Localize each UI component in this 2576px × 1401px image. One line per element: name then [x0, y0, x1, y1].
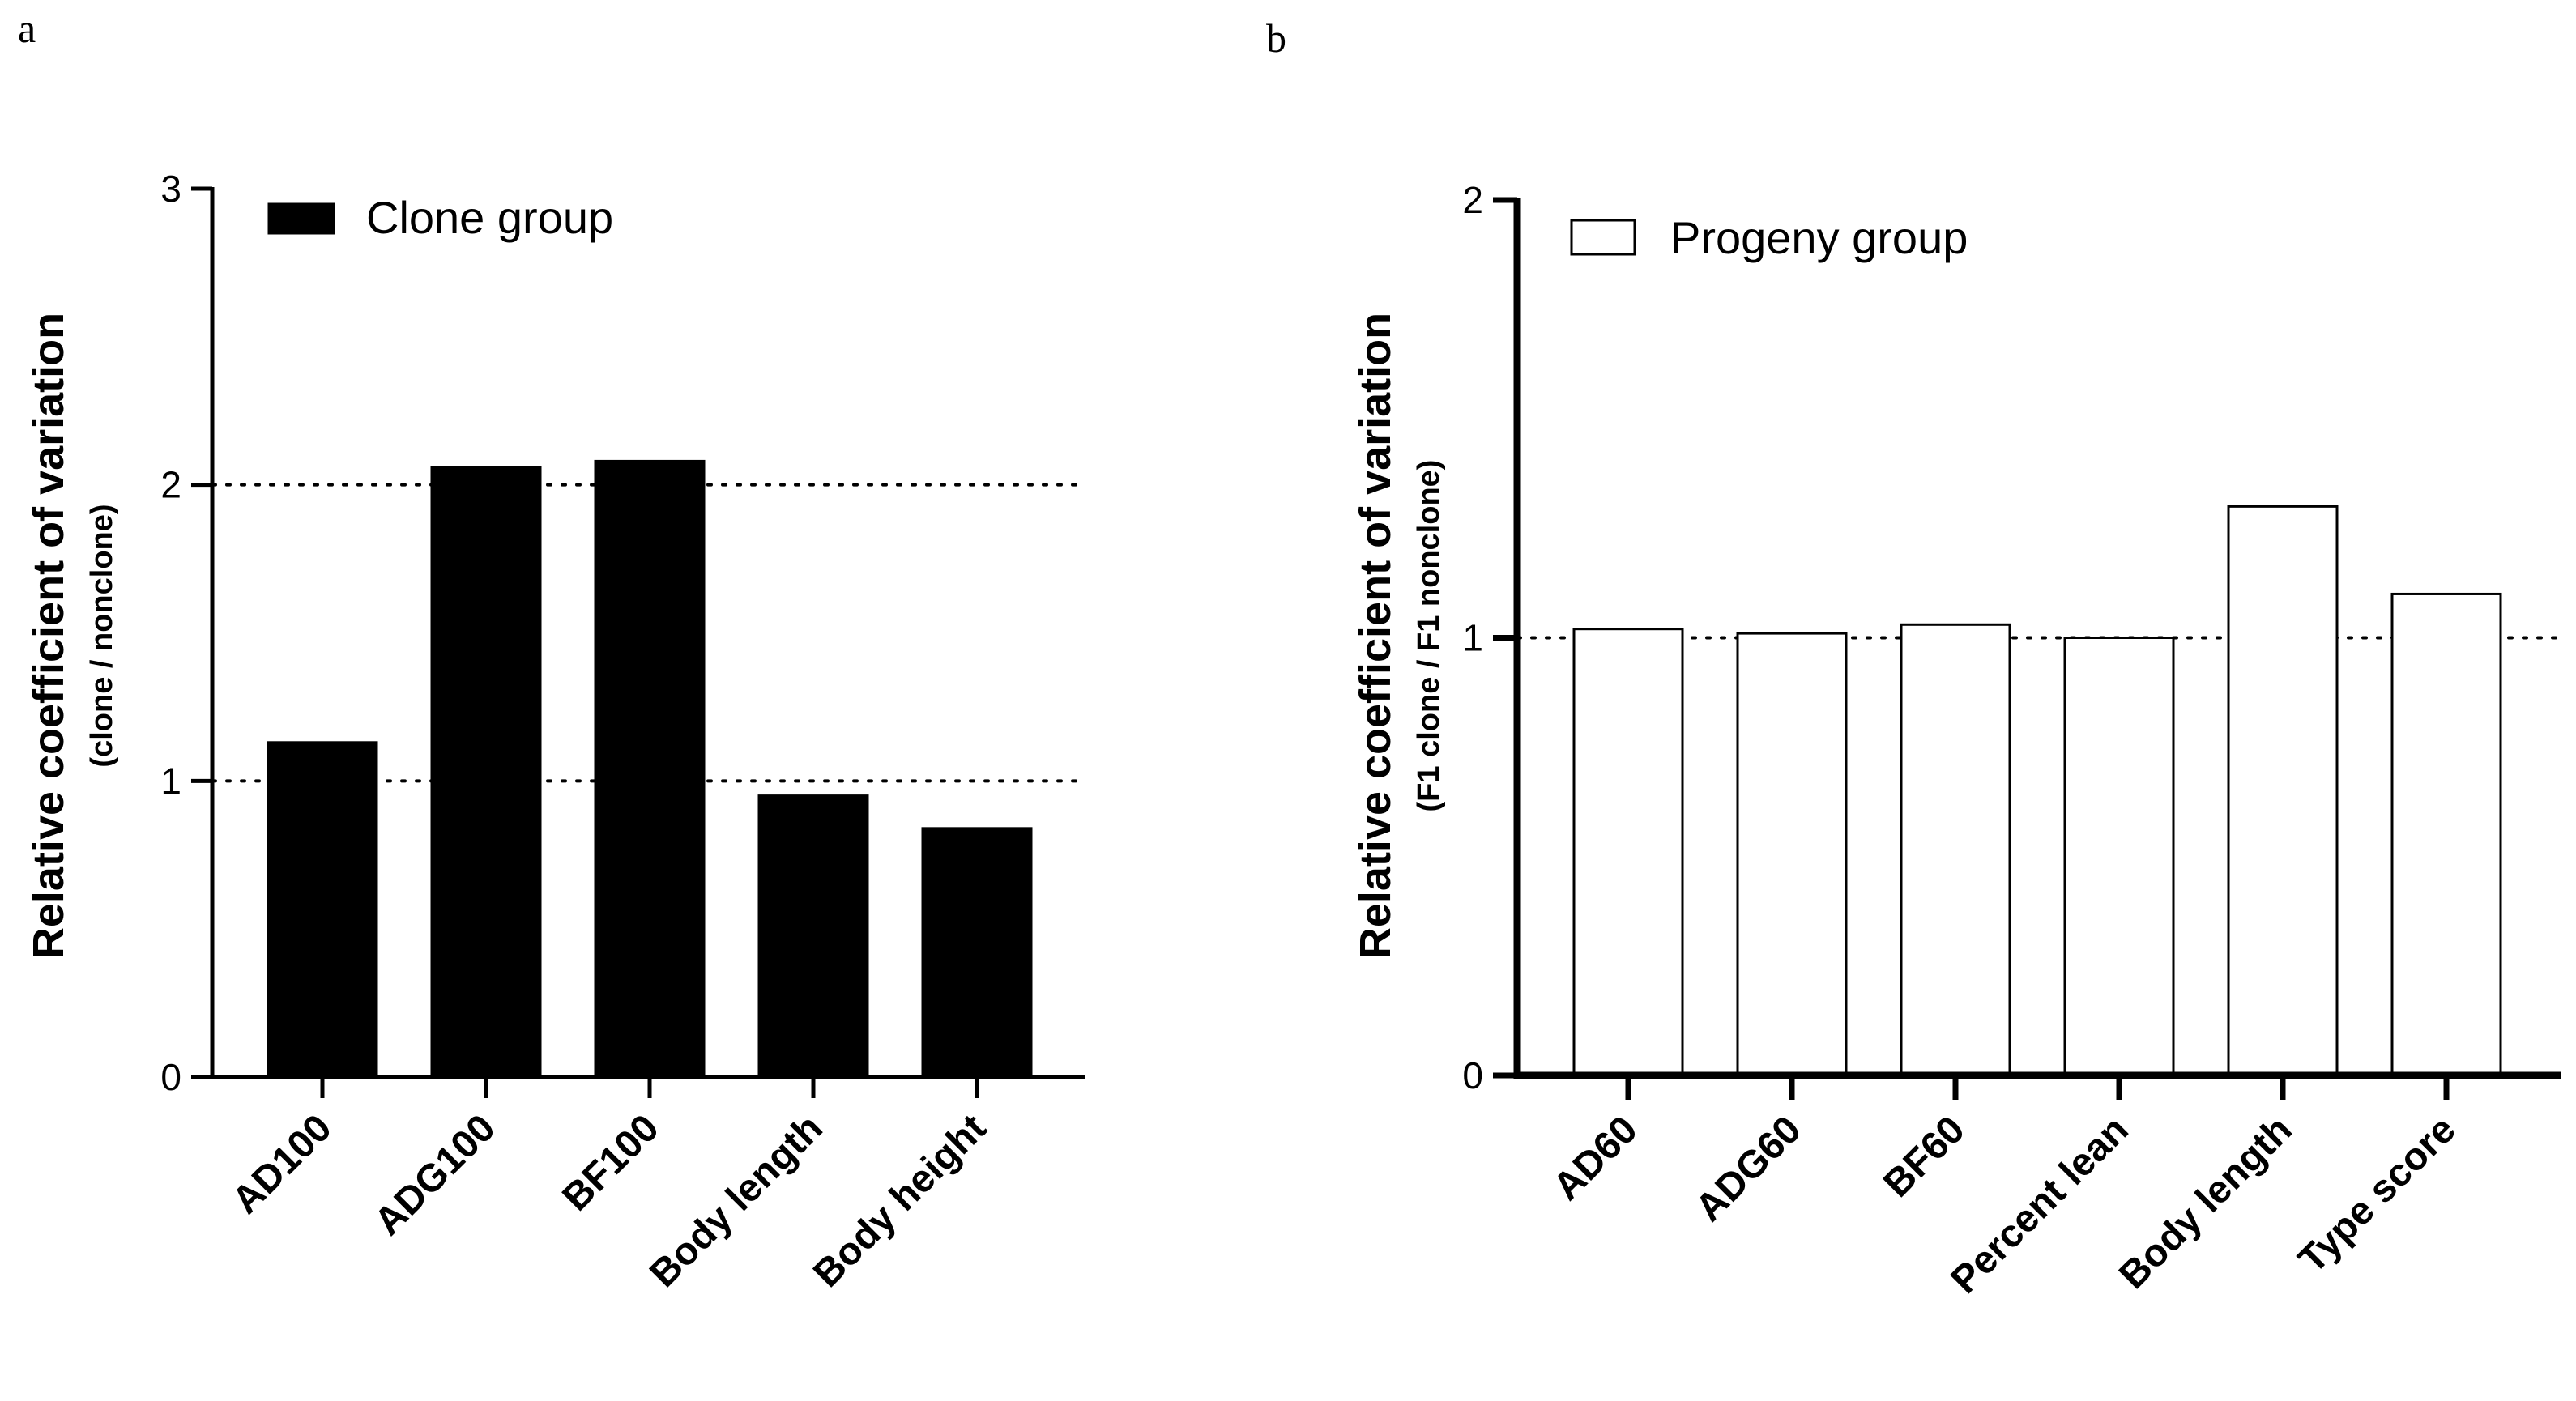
x-tick-label: Type score	[2291, 1108, 2464, 1281]
legend-label: Clone group	[366, 192, 613, 243]
x-tick-label: Body length	[642, 1106, 831, 1296]
bar	[2063, 637, 2175, 1077]
bar	[267, 741, 378, 1079]
x-tick-label: Body length	[2111, 1108, 2301, 1297]
y-tick-label: 2	[1462, 179, 1483, 221]
y-axis-title: Relative coefficient of variation	[1351, 313, 1400, 959]
x-tick-label: ADG60	[1687, 1108, 1810, 1230]
bar	[1736, 632, 1848, 1077]
panel-a-label: a	[18, 6, 36, 51]
panel-b-label: b	[1266, 15, 1286, 61]
bar	[2390, 592, 2502, 1077]
y-axis-subtitle: (F1 clone / F1 nonclone)	[1412, 460, 1446, 812]
bar	[1900, 623, 2011, 1077]
legend-label: Progeny group	[1670, 212, 1968, 263]
legend-swatch	[1570, 219, 1636, 256]
y-tick-label: 3	[160, 168, 181, 210]
x-tick-label: BF60	[1875, 1108, 1973, 1205]
x-tick-label: ADG100	[366, 1106, 504, 1244]
x-tick-label: AD100	[224, 1106, 340, 1222]
bar	[2227, 505, 2339, 1077]
x-tick-label: Percent lean	[1943, 1108, 2136, 1301]
x-tick-label: Body height	[805, 1106, 995, 1296]
y-tick-label: 1	[1462, 617, 1483, 659]
bar	[921, 827, 1033, 1079]
y-axis-title: Relative coefficient of variation	[24, 313, 73, 959]
bar	[1572, 628, 1684, 1077]
y-tick-label: 2	[160, 464, 181, 506]
y-axis-subtitle: (clone / nonclone)	[85, 504, 119, 767]
x-tick-label: BF100	[554, 1106, 667, 1219]
legend-swatch	[267, 202, 335, 235]
bar	[757, 794, 869, 1079]
y-tick-label: 0	[160, 1056, 181, 1098]
bar	[430, 466, 542, 1079]
y-tick-label: 0	[1462, 1054, 1483, 1097]
y-tick-label: 1	[160, 760, 181, 802]
bar	[594, 459, 706, 1079]
x-tick-label: AD60	[1546, 1108, 1646, 1208]
